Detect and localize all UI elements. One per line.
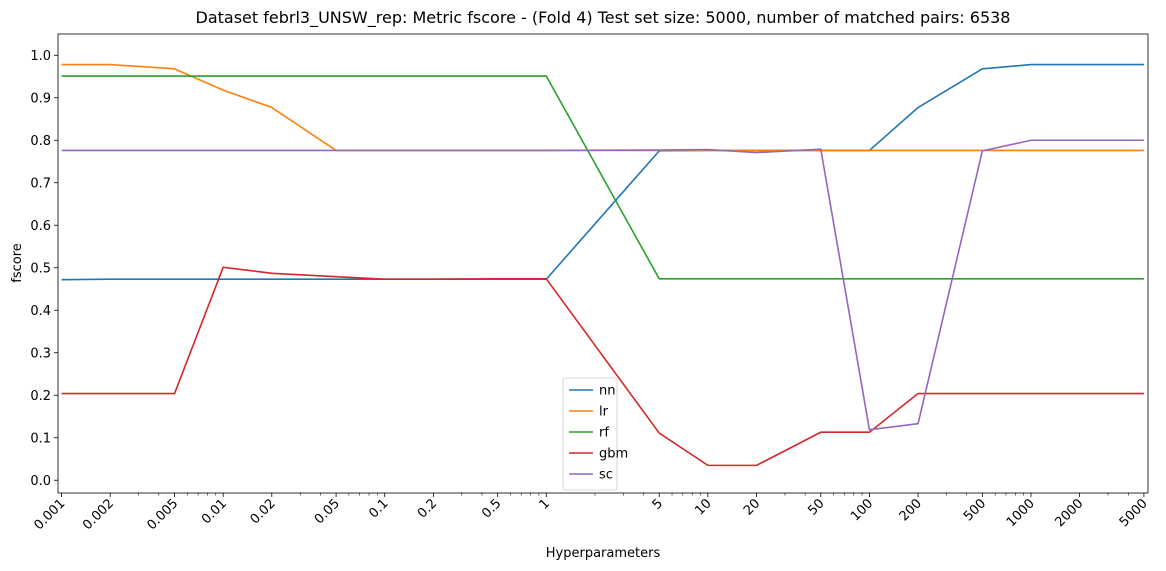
legend-label-rf: rf — [599, 426, 609, 441]
x-axis-label: Hyperparameters — [546, 546, 661, 561]
x-tick-label: 1 — [537, 496, 553, 512]
series-line-lr — [61, 63, 1144, 152]
x-tick-label: 500 — [961, 496, 989, 524]
x-tick-label: 5 — [650, 496, 666, 512]
y-tick-label: 0.3 — [30, 346, 51, 361]
x-tick-label: 200 — [897, 496, 925, 524]
x-tick-label: 0.002 — [80, 496, 117, 533]
series-line-sc — [61, 139, 1144, 431]
legend-label-gbm: gbm — [599, 447, 628, 462]
series-line-rf — [61, 75, 1144, 280]
x-tick-label: 5000 — [1117, 496, 1151, 530]
series-line-nn — [61, 63, 1144, 281]
x-tick-label: 0.005 — [144, 496, 181, 533]
x-tick-label: 0.1 — [366, 496, 391, 521]
y-tick-label: 0.0 — [30, 474, 51, 489]
x-tick-label: 100 — [848, 496, 876, 524]
legend-box — [562, 377, 618, 491]
x-tick-label: 0.5 — [479, 496, 504, 521]
y-axis-label: fscore — [10, 243, 25, 283]
legend-label-nn: nn — [599, 384, 615, 399]
x-tick-label: 0.02 — [248, 496, 279, 527]
y-tick-label: 0.8 — [30, 134, 51, 149]
y-tick-label: 1.0 — [30, 49, 51, 64]
x-tick-label: 0.05 — [312, 496, 343, 527]
x-tick-label: 0.01 — [199, 496, 230, 527]
y-tick-label: 0.1 — [30, 431, 51, 446]
y-tick-label: 0.4 — [30, 304, 51, 319]
y-tick-label: 0.5 — [30, 261, 51, 276]
legend-label-sc: sc — [599, 468, 613, 483]
x-tick-label: 0.2 — [415, 496, 440, 521]
chart-title: Dataset febrl3_UNSW_rep: Metric fscore -… — [196, 8, 1011, 28]
y-tick-label: 0.2 — [30, 389, 51, 404]
x-tick-label: 20 — [741, 496, 763, 518]
x-tick-label: 0.001 — [32, 496, 69, 533]
y-tick-label: 0.6 — [30, 219, 51, 234]
y-tick-label: 0.9 — [30, 91, 51, 106]
axes-frame — [57, 33, 1149, 494]
legend-label-lr: lr — [599, 405, 609, 420]
x-tick-label: 50 — [805, 496, 827, 518]
x-tick-label: 1000 — [1004, 496, 1038, 530]
series-line-gbm — [61, 266, 1144, 467]
x-minor-ticks — [138, 493, 1129, 496]
legend: nn lr rf gbm sc — [562, 377, 628, 491]
x-tick-label: 2000 — [1052, 496, 1086, 530]
y-tick-label: 0.7 — [30, 176, 51, 191]
plot-area: 0.001 0.002 0.005 0.01 0.02 0.05 0.1 0.2 0.5 1 5 10… — [30, 33, 1151, 533]
x-tick-label: 10 — [692, 496, 714, 518]
